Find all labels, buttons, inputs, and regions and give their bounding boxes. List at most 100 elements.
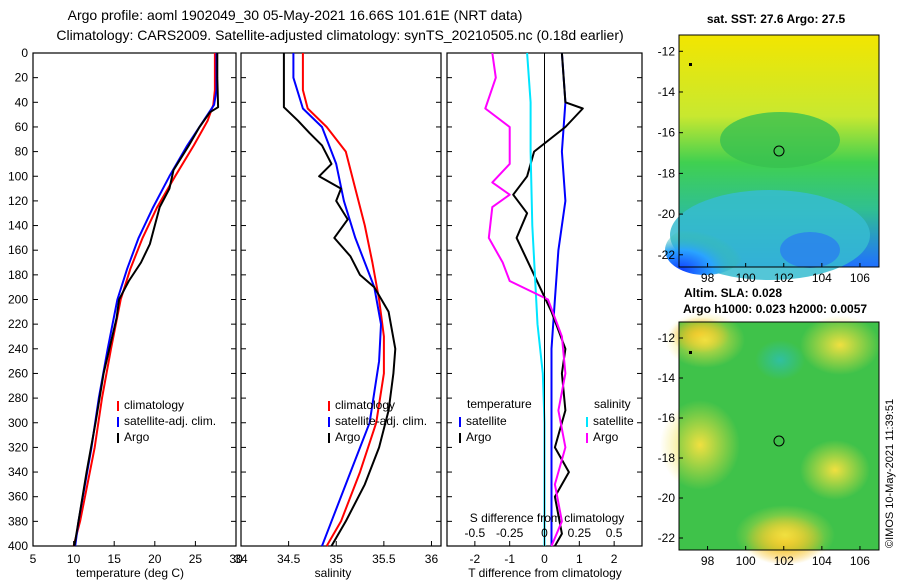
x-tick-label: 0	[541, 552, 548, 566]
x-tick-label: 35.5	[372, 552, 396, 566]
s-diff-tick-label: 0	[541, 526, 548, 540]
map-y-tick-label: -16	[658, 411, 676, 425]
s-diff-tick-label: 0.25	[568, 526, 592, 540]
legend-label-s-argo: Argo	[593, 430, 619, 444]
x-tick-label: 36	[425, 552, 439, 566]
depth-tick-label: 0	[21, 46, 28, 60]
sst-map-warm-tongue	[720, 112, 840, 168]
map-y-tick-label: -22	[658, 248, 676, 262]
sst-map-cold-pool	[665, 225, 745, 275]
depth-tick-label: 380	[8, 514, 28, 528]
legend-label-satellite: satellite-adj. clim.	[335, 414, 427, 428]
sla-map-high	[665, 312, 745, 368]
depth-tick-label: 240	[8, 342, 28, 356]
x-tick-label: 25	[189, 552, 203, 566]
depth-tick-label: 40	[15, 95, 29, 109]
temperature-axis-label: temperature (deg C)	[76, 566, 184, 580]
x-tick-label: 20	[148, 552, 162, 566]
depth-axis: 0 20 40 60 80 100 120 140 160 180 200 220 240 260 280 3…	[8, 46, 642, 553]
temperature-panel-frame	[32, 52, 237, 547]
depth-tick-label: 400	[8, 539, 28, 553]
map-x-tick-label: 98	[701, 271, 715, 285]
sla-map	[660, 312, 880, 565]
depth-tick-label: 280	[8, 391, 28, 405]
sla-map-low	[755, 340, 805, 380]
x-tick-label: -2	[470, 552, 481, 566]
temperature-series-group	[72, 53, 220, 547]
sla-map-frame	[678, 321, 880, 551]
map-y-tick-label: -12	[658, 331, 676, 345]
legend-label-argo: Argo	[124, 430, 150, 444]
map-x-tick-label: 106	[850, 554, 870, 568]
depth-tick-label: 340	[8, 465, 28, 479]
map-y-tick-label: -12	[658, 44, 676, 58]
temperature-x-axis: 5 10 15 20 25 30	[30, 541, 243, 566]
sst-map-x-axis: 98 100 102 104 106	[701, 263, 870, 285]
x-tick-label: 1	[576, 552, 583, 566]
legend-label-satellite: satellite-adj. clim.	[124, 414, 216, 428]
depth-tick-label: 260	[8, 366, 28, 380]
map-x-tick-label: 104	[812, 271, 832, 285]
map-y-tick-label: -20	[658, 491, 676, 505]
legend-label-t-argo: Argo	[466, 430, 492, 444]
sla-map-title-line1: Altim. SLA: 0.028	[684, 286, 782, 300]
x-tick-label: 2	[611, 552, 618, 566]
x-tick-label: 35	[330, 552, 344, 566]
s-diff-tick-label: -0.25	[496, 526, 524, 540]
t-difference-axis-label: T difference from climatology	[468, 566, 622, 580]
legend-title-salinity: salinity	[594, 397, 631, 411]
imos-timestamp: ©IMOS 10-May-2021 11:39:51	[884, 399, 896, 548]
s-diff-tick-label: 0.5	[606, 526, 623, 540]
legend-label-climatology: climatology	[335, 398, 395, 412]
legend-label-s-satellite: satellite	[593, 414, 634, 428]
salinity-axis-label: salinity	[315, 566, 352, 580]
map-y-tick-label: -14	[658, 85, 676, 99]
depth-tick-label: 360	[8, 490, 28, 504]
depth-tick-label: 20	[15, 71, 29, 85]
legend-label-climatology: climatology	[124, 398, 184, 412]
salinity-panel-frame	[240, 52, 442, 547]
figure-title-line1: Argo profile: aoml 1902049_30 05-May-202…	[68, 7, 523, 23]
series-t-satellite-line	[550, 52, 567, 546]
map-y-tick-label: -18	[658, 166, 676, 180]
depth-tick-label: 80	[15, 145, 29, 159]
depth-tick-label: 320	[8, 440, 28, 454]
sst-map-frame	[678, 34, 880, 268]
series-climatology-line	[301, 53, 385, 547]
map-y-tick-label: -14	[658, 371, 676, 385]
salinity-series-group	[282, 53, 397, 547]
argo-location-marker	[773, 435, 785, 447]
map-x-tick-label: 102	[774, 554, 794, 568]
x-tick-label: 15	[108, 552, 122, 566]
salinity-legend: climatology satellite-adj. clim. Argo	[328, 398, 427, 444]
depth-tick-label: 220	[8, 317, 28, 331]
sst-map	[665, 34, 880, 280]
map-y-tick-label: -20	[658, 207, 676, 221]
x-tick-label: -1	[504, 552, 515, 566]
legend-title-temperature: temperature	[467, 397, 532, 411]
map-y-tick-label: -18	[658, 451, 676, 465]
map-x-tick-label: 100	[736, 271, 756, 285]
depth-tick-label: 160	[8, 243, 28, 257]
sla-map-x-axis: 98 100 102 104 106	[701, 546, 870, 568]
x-tick-label: 34.5	[277, 552, 301, 566]
map-x-tick-label: 104	[812, 554, 832, 568]
s-difference-axis-label: S difference from climatology	[470, 511, 625, 525]
map-y-tick-label: -16	[658, 126, 676, 140]
depth-tick-label: 300	[8, 416, 28, 430]
depth-tick-label: 200	[8, 293, 28, 307]
x-tick-label: 10	[67, 552, 81, 566]
map-point	[689, 63, 692, 66]
legend-label-t-satellite: satellite	[466, 414, 507, 428]
figure-title-line2: Climatology: CARS2009. Satellite-adjuste…	[56, 27, 623, 43]
sla-map-high	[660, 400, 740, 490]
series-argo-line	[282, 53, 397, 547]
sst-map-y-axis: -12 -14 -16 -18 -20 -22	[658, 44, 683, 262]
x-tick-label: 30	[229, 552, 243, 566]
map-point	[689, 351, 692, 354]
sla-map-high	[800, 315, 880, 375]
sst-map-cold-pool	[780, 232, 840, 268]
map-x-tick-label: 102	[774, 271, 794, 285]
x-tick-label: 34	[234, 552, 248, 566]
